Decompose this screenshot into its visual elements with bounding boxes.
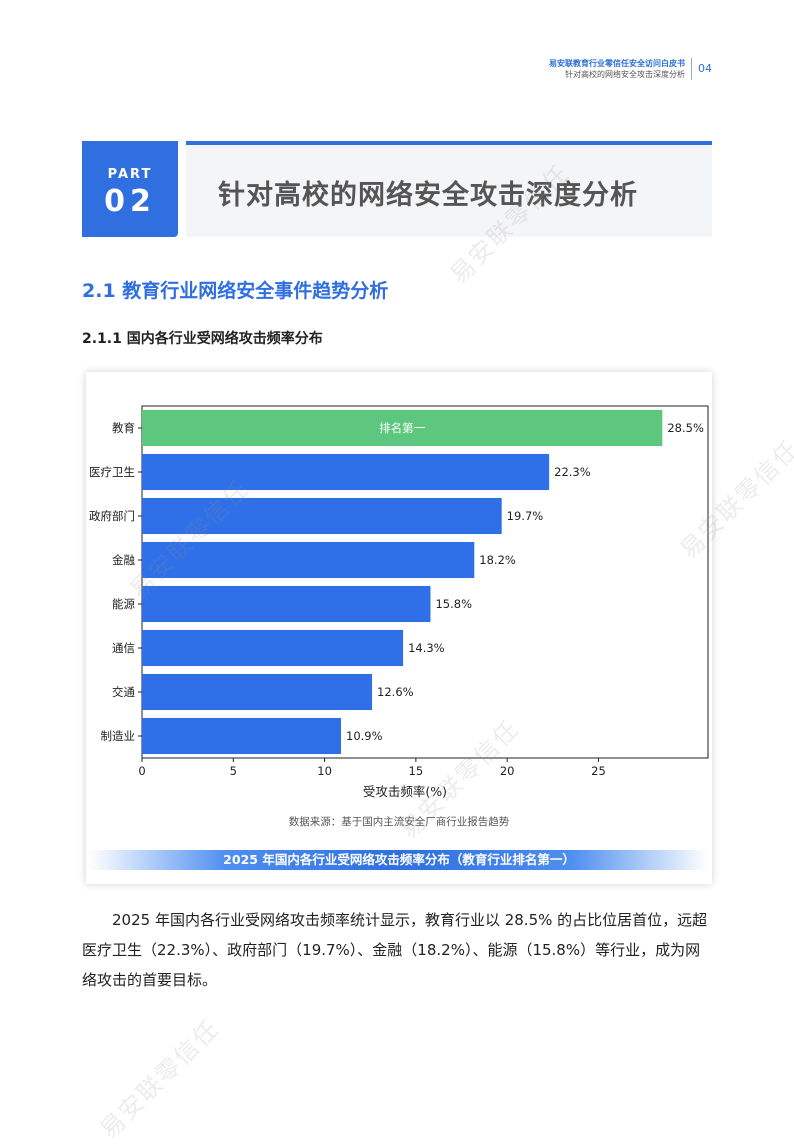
y-tick-label: 交通 [112,685,135,699]
chapter-title-bar: 针对高校的网络安全攻击深度分析 [186,141,712,237]
bar [142,497,502,535]
highlight-label: 排名第一 [379,421,425,435]
y-tick-label: 通信 [112,641,135,655]
data-label: 15.8% [435,597,472,611]
bar [142,673,373,711]
bar [142,717,342,755]
y-tick-label: 政府部门 [89,509,135,523]
bar [142,541,475,579]
part-badge: PART 02 [82,141,178,237]
data-label: 14.3% [408,641,445,655]
part-label: PART [107,167,153,182]
y-tick-label: 医疗卫生 [89,465,135,479]
y-tick-label: 制造业 [101,729,136,743]
section-title: 2.1 教育行业网络安全事件趋势分析 [82,280,389,302]
bar [142,585,431,623]
header-chapter-title: 针对高校的网络安全攻击深度分析 [565,70,685,79]
plot-frame [141,405,709,759]
x-tick-label: 15 [409,764,424,778]
data-label: 10.9% [346,729,383,743]
x-tick-label: 10 [317,764,332,778]
data-label: 19.7% [507,509,544,523]
data-label: 18.2% [479,553,516,567]
part-number: 02 [104,184,156,219]
header-doc-title: 易安联教育行业零信任安全访问白皮书 [549,59,685,68]
chapter-title: 针对高校的网络安全攻击深度分析 [218,180,638,211]
data-label: 22.3% [554,465,591,479]
y-tick-label: 教育 [112,421,135,435]
body-paragraph: 2025 年国内各行业受网络攻击频率统计显示，教育行业以 28.5% 的占比位居… [82,911,708,989]
x-axis-label: 受攻击频率(%) [363,784,447,799]
x-tick-label: 0 [138,764,145,778]
bar [142,409,663,447]
header-titles: 易安联教育行业零信任安全访问白皮书 针对高校的网络安全攻击深度分析 [549,58,685,81]
bar [142,453,550,491]
watermark: 易安联零信任 [94,1014,225,1145]
y-tick-label: 金融 [112,553,135,567]
data-label: 12.6% [377,685,414,699]
x-tick-label: 25 [591,764,606,778]
figure-source-note: 数据来源：基于国内主流安全厂商行业报告趋势 [288,816,510,828]
page-header: 易安联教育行业零信任安全访问白皮书 针对高校的网络安全攻击深度分析 04 [549,58,712,81]
subsection-title: 2.1.1 国内各行业受网络攻击频率分布 [82,331,323,347]
header-divider [691,58,692,80]
y-tick-label: 能源 [112,597,135,611]
bar [142,629,404,667]
page-number: 04 [698,62,712,75]
x-tick-label: 20 [500,764,515,778]
figure-caption: 2025 年国内各行业受网络攻击频率分布（教育行业排名第一） [90,850,708,870]
data-label: 28.5% [667,421,704,435]
figure-card: 教育 28.5% 排名第一医疗卫生 22.3% 政府部门 19.7% 金融 18.2% 能源 15… [86,372,712,884]
x-tick-label: 5 [230,764,237,778]
